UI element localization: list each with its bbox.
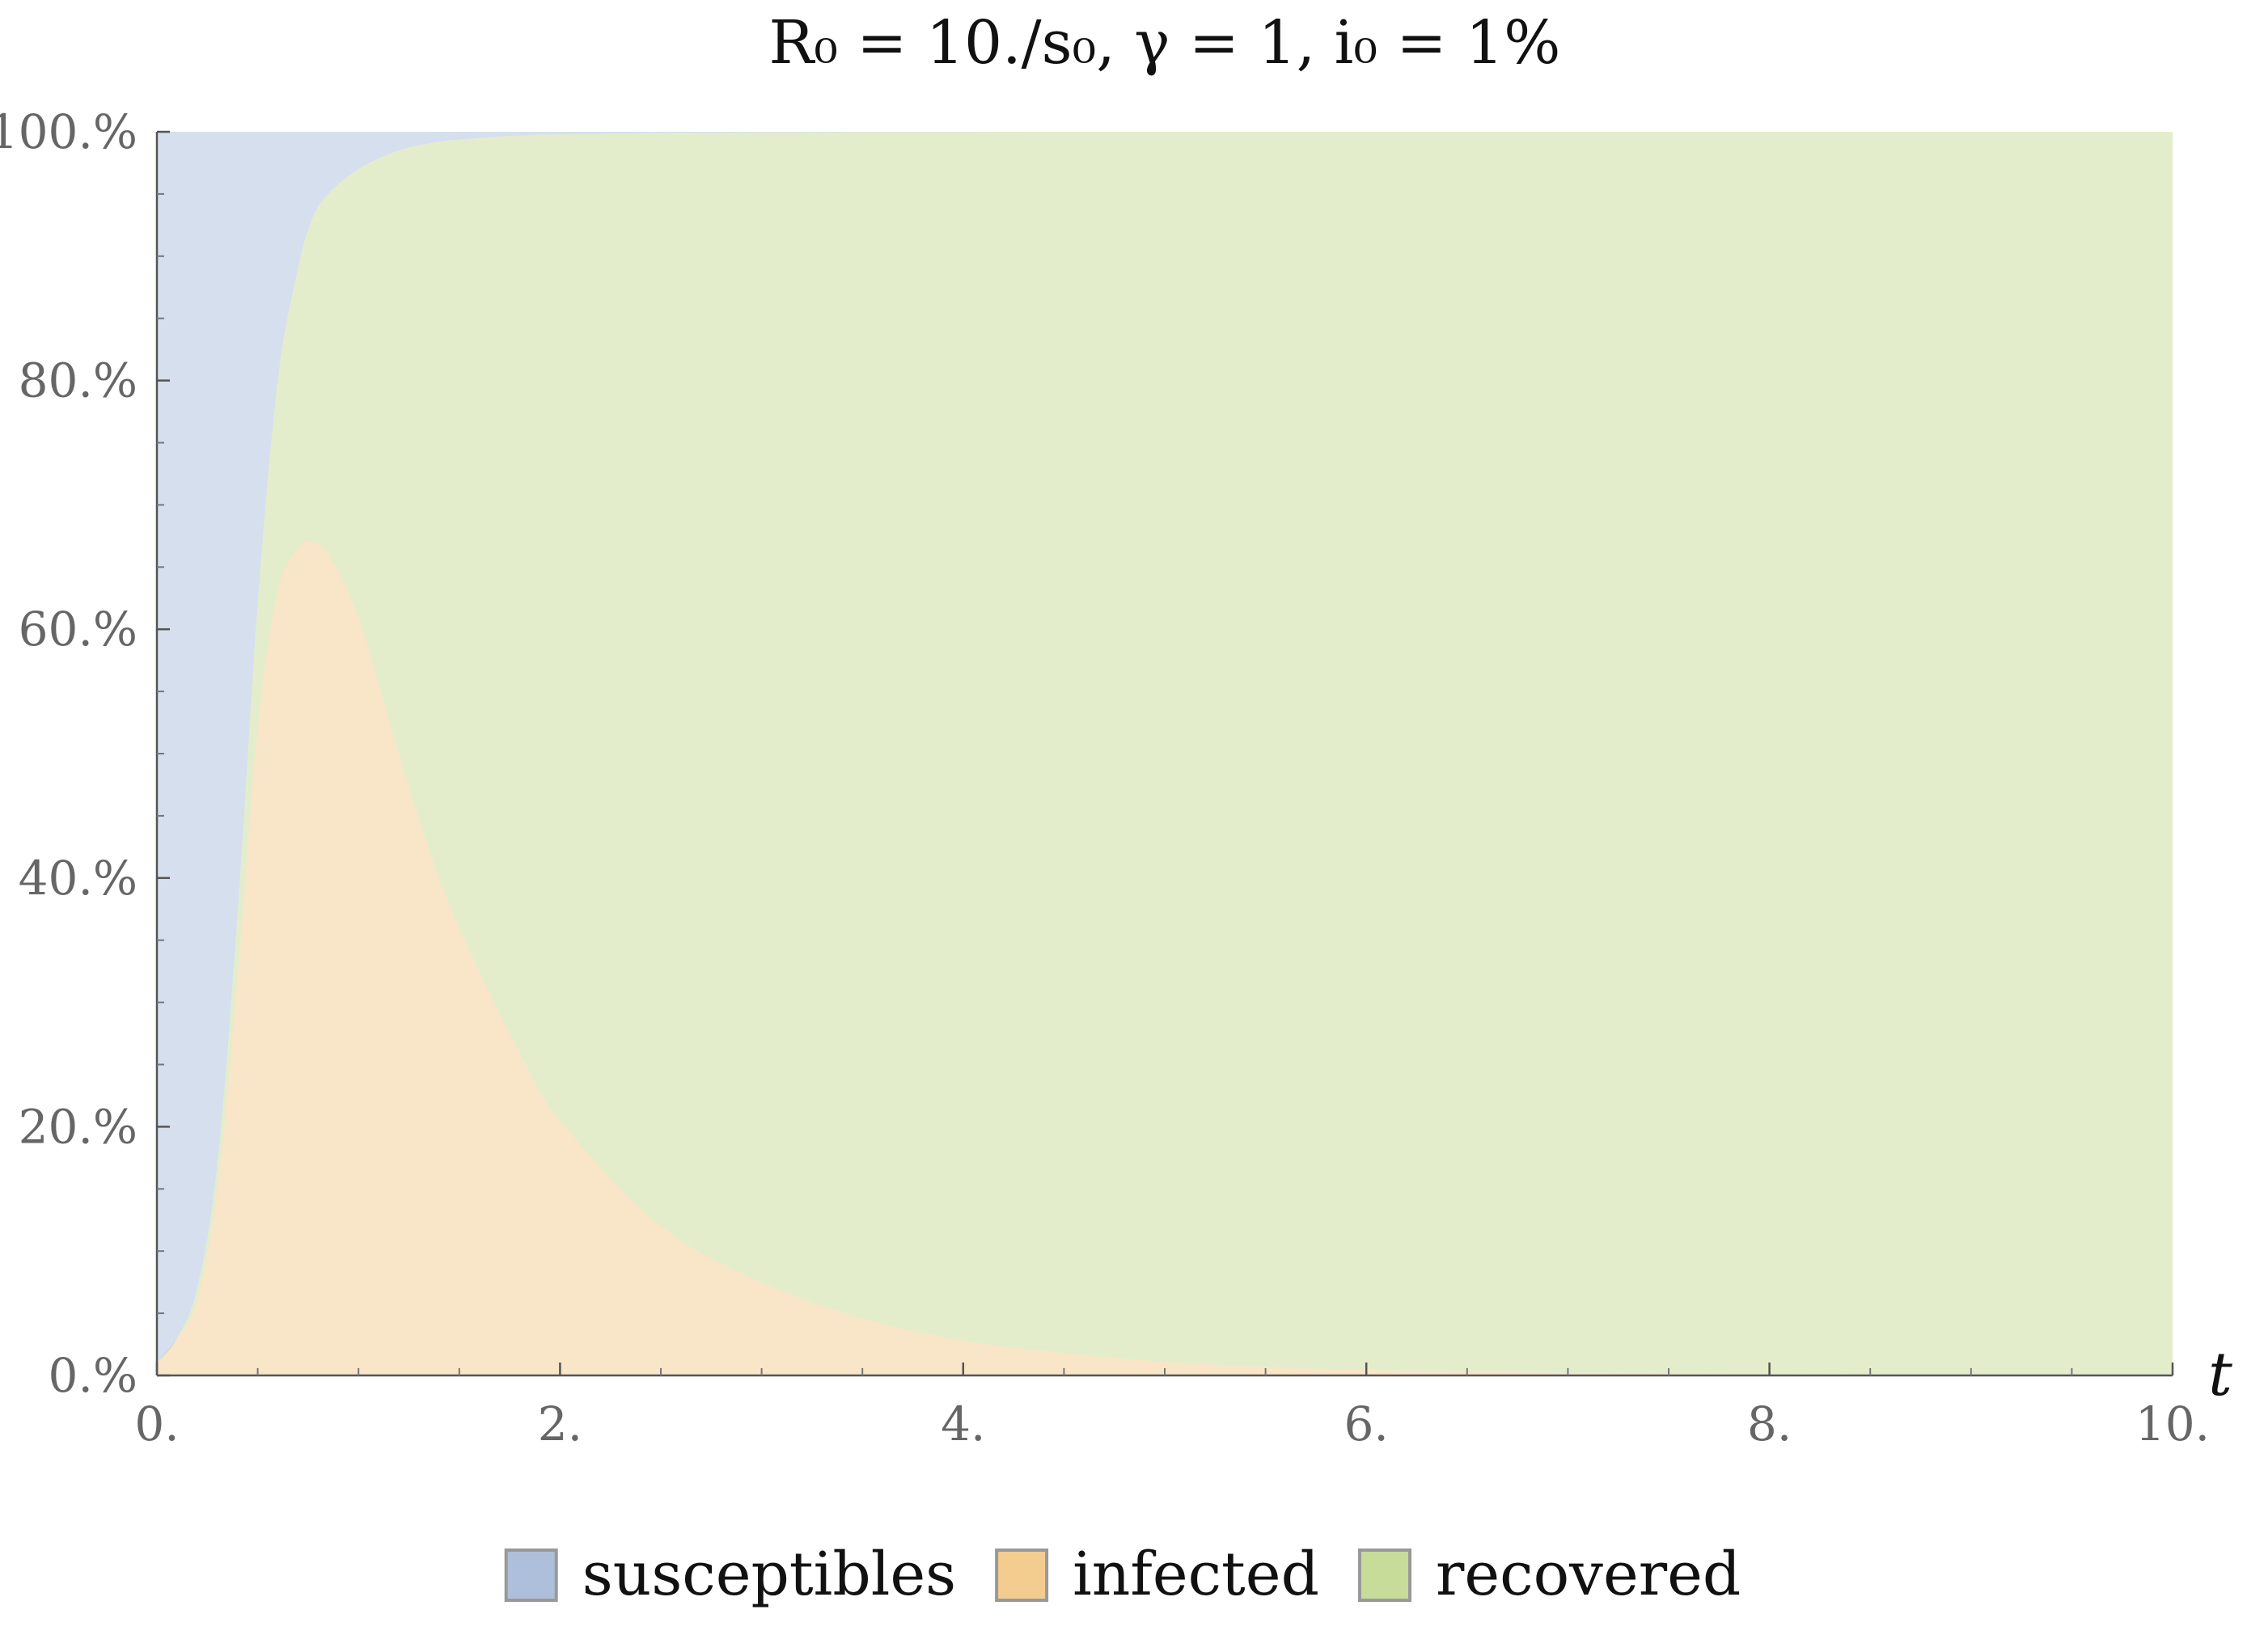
y-tick-label: 60.% (19, 602, 138, 657)
legend-item-recovered: recovered (1358, 1540, 1741, 1609)
area-layer (157, 132, 2173, 1375)
legend-item-infected: infected (995, 1540, 1319, 1609)
x-tick-label: 8. (1747, 1396, 1792, 1451)
legend-label: recovered (1436, 1540, 1741, 1609)
y-tick-label: 100.% (0, 104, 138, 159)
tick-layer: 0. 2. 4. 6. 8. 10. 0.% 20.% 40.% 60.% 80.% 100.% (0, 104, 2210, 1451)
x-tick-label: 10. (2135, 1396, 2210, 1451)
legend-swatch (504, 1548, 558, 1602)
chart-title: R₀ = 10./s₀, γ = 1, i₀ = 1% (769, 8, 1561, 78)
legend-label: infected (1073, 1540, 1319, 1609)
y-tick-label: 80.% (19, 353, 138, 408)
legend: susceptibles infected recovered (504, 1540, 1741, 1609)
x-tick-label: 4. (941, 1396, 985, 1451)
x-tick-label: 2. (538, 1396, 582, 1451)
area-recovered (157, 132, 2173, 1375)
legend-label: susceptibles (582, 1540, 956, 1609)
legend-item-susceptibles: susceptibles (504, 1540, 956, 1609)
y-tick-label: 20.% (19, 1099, 138, 1154)
x-axis-label: t (2208, 1340, 2232, 1409)
area-infected (157, 541, 2173, 1375)
x-tick-label: 6. (1344, 1396, 1389, 1451)
x-tick-label: 0. (134, 1396, 179, 1451)
y-tick-label: 40.% (19, 851, 138, 906)
legend-swatch (995, 1548, 1049, 1602)
y-tick-label: 0.% (49, 1348, 138, 1403)
legend-swatch (1358, 1548, 1411, 1602)
